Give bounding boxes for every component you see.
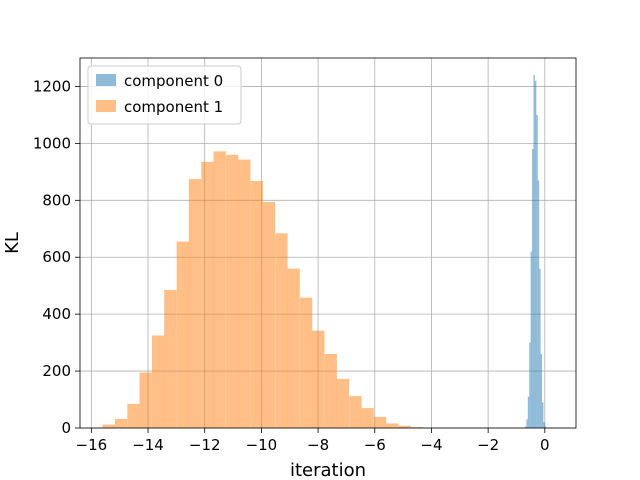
histogram-bar-component-1 bbox=[250, 180, 263, 428]
histogram-bar-component-0 bbox=[532, 149, 534, 429]
y-tick-label: 0 bbox=[61, 419, 71, 437]
histogram-bar-component-1 bbox=[324, 354, 337, 428]
x-axis-label: iteration bbox=[290, 460, 366, 480]
x-tick-label: −8 bbox=[307, 436, 329, 454]
x-tick-label: 0 bbox=[540, 436, 550, 454]
legend: component 0 component 1 bbox=[87, 65, 242, 125]
y-tick-label: 400 bbox=[42, 305, 71, 323]
histogram-bar-component-0 bbox=[533, 75, 535, 429]
histogram-bar-component-1 bbox=[262, 202, 276, 428]
histogram-bar-component-1 bbox=[102, 424, 116, 428]
legend-label-component-0: component 0 bbox=[124, 72, 223, 90]
axis-ticks: −16 −14 −12 −10 −8 −6 −4 −2 0 0 200 400 600 800 1000 12… bbox=[33, 77, 550, 454]
histogram-bar-component-1 bbox=[398, 425, 411, 428]
histogram-bar-component-0 bbox=[526, 419, 528, 428]
histogram-bar-component-0 bbox=[530, 251, 533, 428]
histogram-bar-component-1 bbox=[139, 372, 152, 428]
histogram-bar-component-1 bbox=[336, 379, 350, 428]
histogram-bar-component-0 bbox=[540, 354, 542, 428]
histogram-bar-component-0 bbox=[529, 342, 531, 428]
histogram-bar-component-0 bbox=[537, 180, 540, 428]
histogram-bar-component-1 bbox=[361, 408, 374, 428]
y-axis-label: KL bbox=[2, 232, 23, 254]
histogram-bar-component-1 bbox=[201, 161, 214, 428]
histogram-bar-component-0 bbox=[541, 402, 544, 428]
histogram-bar-component-1 bbox=[114, 418, 128, 428]
plot-frame bbox=[79, 57, 577, 429]
histogram-bar-component-0 bbox=[539, 268, 541, 428]
histogram-bar-component-1 bbox=[410, 427, 424, 428]
histogram-bar-component-0 bbox=[524, 426, 527, 428]
x-tick-label: −4 bbox=[420, 436, 442, 454]
histogram-bar-component-0 bbox=[543, 422, 545, 428]
histogram-bar-component-1 bbox=[188, 178, 202, 428]
legend-box bbox=[87, 65, 242, 125]
histogram-bar-component-1 bbox=[213, 151, 226, 428]
histogram-bar-component-1 bbox=[287, 268, 300, 428]
histogram-bar-component-0 bbox=[534, 80, 537, 429]
histogram-bar-component-0 bbox=[536, 114, 538, 428]
histogram-bar-component-1 bbox=[386, 423, 399, 428]
histogram-bars bbox=[102, 75, 547, 429]
legend-swatch-component-0 bbox=[96, 74, 116, 86]
histogram-bar-component-1 bbox=[349, 396, 362, 428]
histogram-bar-component-1 bbox=[127, 403, 140, 428]
y-tick-label: 600 bbox=[42, 248, 71, 266]
x-tick-label: −2 bbox=[477, 436, 499, 454]
x-tick-label: −14 bbox=[132, 436, 164, 454]
x-tick-label: −12 bbox=[189, 436, 221, 454]
x-tick-label: −10 bbox=[246, 436, 278, 454]
histogram-bar-component-1 bbox=[275, 233, 288, 428]
y-tick-label: 800 bbox=[42, 191, 71, 209]
histogram-bar-component-1 bbox=[238, 159, 251, 428]
legend-swatch-component-1 bbox=[96, 100, 116, 112]
y-tick-label: 1000 bbox=[33, 134, 71, 152]
histogram-bar-component-0 bbox=[527, 396, 530, 428]
histogram-bar-component-1 bbox=[312, 330, 325, 428]
histogram-bar-component-1 bbox=[299, 297, 313, 428]
histogram-bar-component-1 bbox=[176, 241, 189, 428]
histogram-bar-component-0 bbox=[544, 426, 547, 428]
y-tick-label: 200 bbox=[42, 362, 71, 380]
histogram-bar-component-1 bbox=[373, 416, 387, 428]
y-tick-label: 1200 bbox=[33, 77, 71, 95]
legend-label-component-1: component 1 bbox=[124, 98, 223, 116]
histogram-bar-component-1 bbox=[164, 289, 177, 428]
histogram-bar-component-1 bbox=[151, 335, 165, 428]
histogram-bar-component-1 bbox=[225, 154, 239, 428]
x-tick-label: −6 bbox=[364, 436, 386, 454]
x-tick-label: −16 bbox=[76, 436, 108, 454]
